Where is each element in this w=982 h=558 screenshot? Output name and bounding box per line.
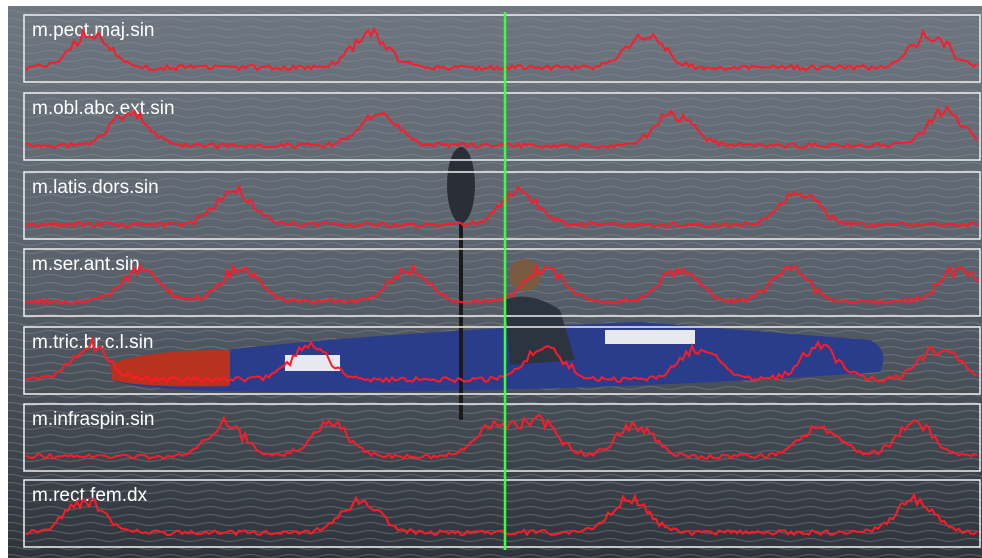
panel-label: m.latis.dors.sin [32,177,159,198]
emg-panels: m.pect.maj.sin m.obl.abc.ext.sin m.latis.d… [23,14,981,548]
panel-frame [23,248,981,317]
emg-trace [25,262,978,306]
emg-trace [25,183,978,229]
emg-trace [25,105,978,150]
panel-label: m.ser.ant.sin [32,254,140,275]
emg-trace [25,26,978,72]
kayak-sticker [605,330,695,344]
emg-trace [25,413,978,461]
kayak-bow [110,350,230,387]
panel-frame [23,326,981,395]
panel-label: m.obl.abc.ext.sin [32,98,175,119]
paddler [505,296,575,365]
panel-frame [23,92,981,161]
paddler-head [509,259,541,291]
panel-frame [23,403,981,472]
emg-trace [25,492,978,537]
panel-frame [23,171,981,240]
kayak-sticker [285,355,340,371]
panel-label: m.pect.maj.sin [32,20,154,41]
panel-frame [23,14,981,83]
panel-label: m.rect.fem.dx [32,485,148,506]
panel-frame [23,479,981,548]
panel-label: m.infraspin.sin [32,409,155,430]
ripples [8,6,982,558]
emg-trace [25,335,978,384]
paddle-blade [447,147,475,223]
